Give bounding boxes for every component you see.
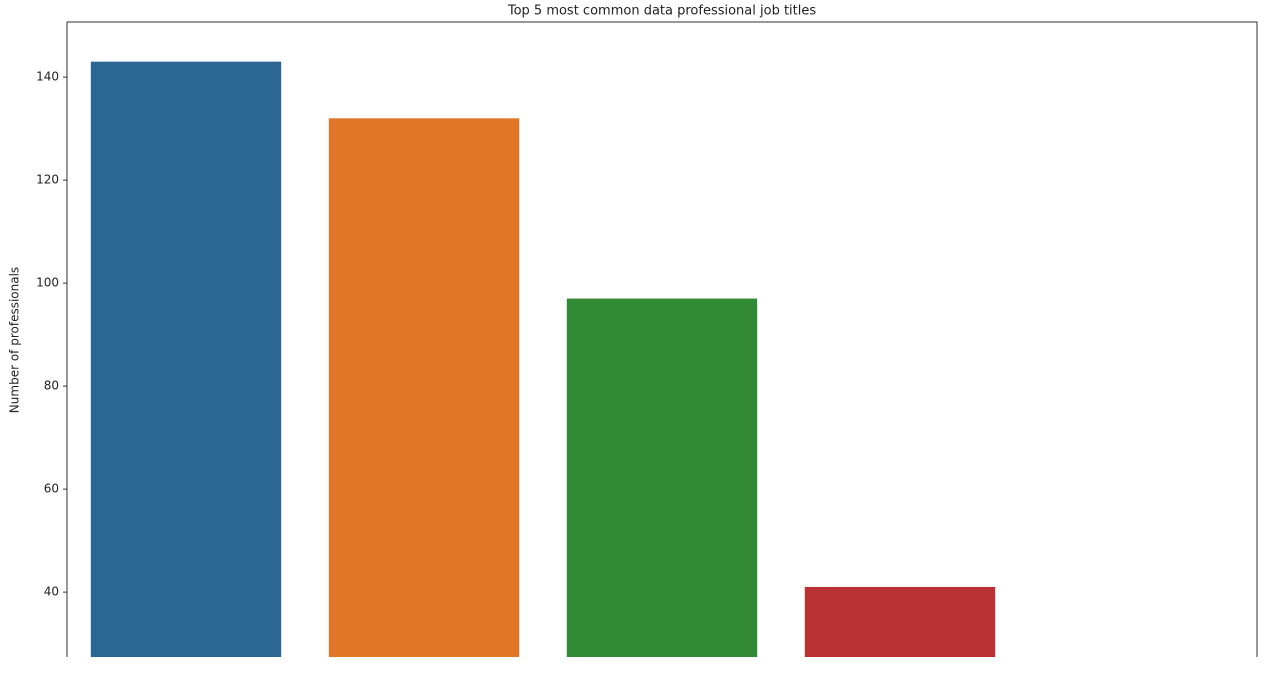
y-tick-label: 80: [44, 379, 59, 393]
bar: [328, 118, 520, 657]
y-tick-label: 120: [36, 173, 59, 187]
y-tick-label: 100: [36, 276, 59, 290]
y-tick-label: 140: [36, 70, 59, 84]
y-axis-label: Number of professionals: [8, 267, 22, 413]
y-tick-label: 40: [44, 585, 59, 599]
bar: [90, 61, 282, 657]
bar: [566, 298, 758, 657]
plot-frame: [66, 21, 1258, 657]
chart-title: Top 5 most common data professional job …: [507, 4, 817, 19]
y-tick-label: 60: [44, 482, 59, 496]
bar: [804, 586, 996, 657]
